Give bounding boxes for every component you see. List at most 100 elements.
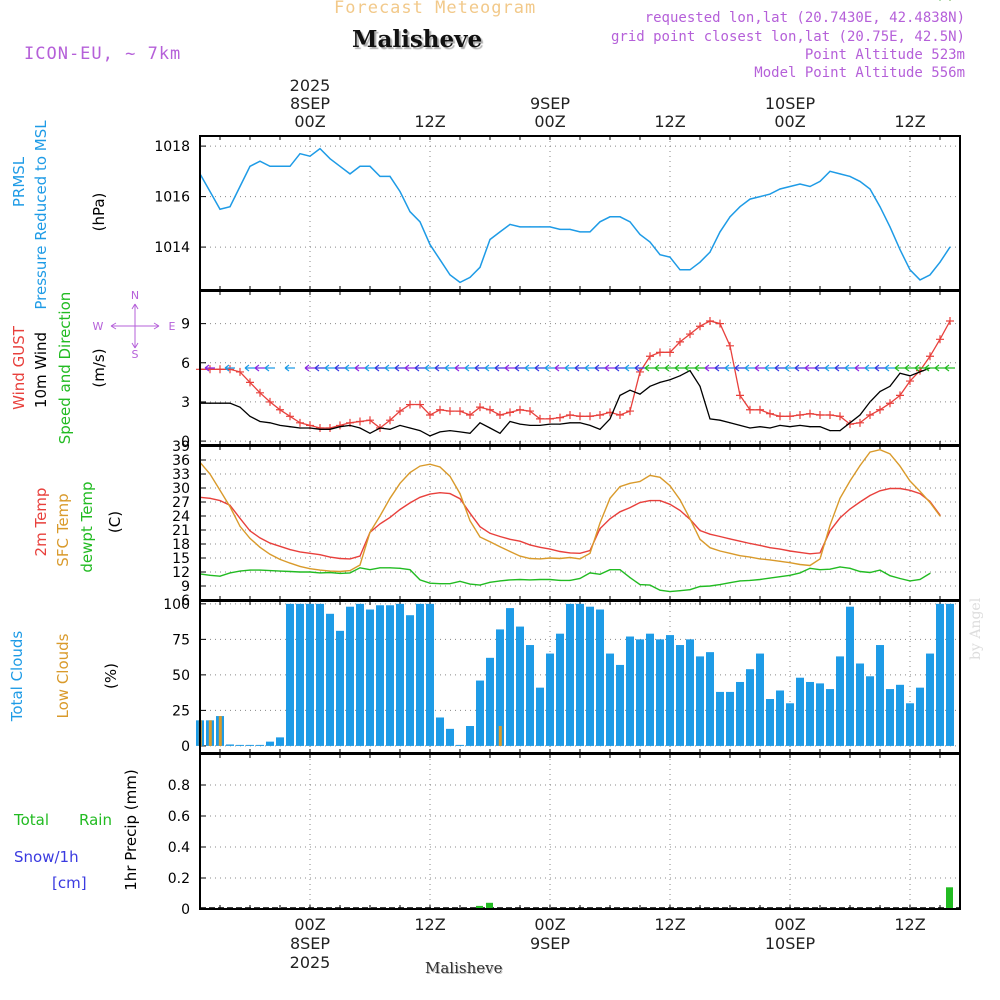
temp-point: [639, 480, 641, 483]
pressure-point: [559, 228, 561, 231]
gust-marker: [706, 317, 714, 326]
wind-direction-arrow: [924, 364, 935, 372]
wind-point: [519, 423, 521, 425]
pressure-point: [509, 223, 511, 225]
requested-coords: requested lon,lat (20.7430E, 42.4838N): [644, 10, 965, 26]
wind-point: [799, 424, 801, 427]
total-cloud-bar: [856, 663, 864, 746]
time-label-top: 8SEP: [290, 94, 330, 113]
wind-point: [749, 427, 751, 429]
temp-point: [819, 558, 821, 560]
total-cloud-bar: [286, 603, 294, 746]
temp-point: [539, 546, 541, 548]
time-label-bottom: 12Z: [894, 915, 925, 934]
pressure-point: [359, 165, 361, 167]
wind-direction-arrow: [264, 364, 275, 372]
pressure-point: [939, 261, 941, 263]
temp-point: [499, 546, 501, 548]
panel-border: [199, 753, 961, 910]
temp-point: [379, 523, 381, 525]
gust-marker: [756, 405, 764, 414]
wind-direction-arrow: [904, 364, 915, 372]
total-cloud-bar: [706, 652, 714, 746]
pressure-point: [279, 165, 281, 167]
wind-direction-arrow: [854, 364, 865, 372]
time-label-top: 2025: [290, 76, 331, 95]
temp-point: [919, 493, 921, 495]
wind-direction-arrow: [374, 364, 385, 372]
wind-direction-arrow: [634, 364, 645, 372]
total-cloud-bar: [396, 603, 404, 746]
temp-point: [209, 473, 211, 475]
temp-point: [439, 466, 441, 468]
gust-marker: [796, 410, 804, 419]
pressure-point: [849, 175, 851, 177]
temp-point: [909, 480, 911, 482]
temp-point: [529, 544, 531, 546]
pressure-point: [459, 281, 461, 284]
point-altitude: Point Altitude 523m: [804, 47, 965, 63]
total-cloud-bar: [876, 645, 884, 746]
pressure-point: [829, 170, 831, 172]
total-cloud-bar: [646, 633, 654, 746]
panel-border: [199, 445, 961, 601]
gust-marker: [436, 405, 444, 414]
temp-point: [649, 500, 651, 502]
gust-marker: [386, 416, 394, 425]
temp-point: [809, 564, 811, 567]
gust-marker: [256, 388, 264, 397]
gust-marker: [596, 410, 604, 419]
temp-point: [929, 501, 931, 504]
temp-point: [289, 562, 291, 564]
wind-direction-arrow: [574, 364, 585, 372]
wind-point: [359, 427, 361, 429]
temp-point: [399, 508, 401, 511]
temp-point: [509, 550, 511, 553]
temp-point: [519, 555, 521, 557]
wind-point: [759, 426, 761, 428]
pressure-point: [719, 231, 721, 233]
temp-point: [889, 575, 891, 577]
pressure-point: [349, 173, 351, 175]
temp-point: [739, 555, 741, 557]
gust-marker: [726, 341, 734, 350]
temp-point: [369, 531, 371, 533]
temp-line-dewpt: [199, 566, 931, 593]
gust-marker: [636, 367, 644, 376]
panel-pressure: 1014 1016 1018: [154, 136, 960, 290]
wind-point: [499, 432, 501, 434]
wind-point: [289, 426, 291, 428]
pressure-point: [439, 259, 441, 261]
wind-point: [399, 424, 401, 427]
total-cloud-bar: [496, 629, 504, 746]
grid-point-coords: grid point closest lon,lat (20.75E, 42.5…: [610, 29, 965, 45]
wind-direction-arrow: [654, 364, 665, 372]
wind-point: [339, 426, 341, 428]
pressure-point: [629, 221, 631, 223]
wind-point: [609, 418, 611, 420]
total-cloud-bar: [666, 635, 674, 746]
temp-point: [749, 579, 751, 582]
wind-direction-arrow: [484, 364, 495, 372]
gust-marker: [566, 410, 574, 419]
y-tick-label: 21: [172, 523, 190, 539]
temp-point: [259, 537, 261, 539]
temp-point: [809, 553, 811, 555]
wind-point: [479, 422, 481, 424]
label-snow: Snow/1h: [14, 848, 79, 866]
wind-direction-arrow: [434, 364, 445, 372]
time-label-bottom: 00Z: [534, 915, 565, 934]
wind-direction-arrow: [504, 364, 515, 372]
total-cloud-bar: [576, 603, 584, 746]
total-cloud-bar: [386, 605, 394, 746]
temp-point: [599, 528, 601, 530]
temp-point: [349, 572, 351, 574]
pressure-line: [199, 147, 951, 284]
wind-direction-arrow: [694, 364, 705, 372]
temp-point: [219, 575, 221, 577]
total-cloud-bar: [676, 645, 684, 746]
total-cloud-bar: [306, 603, 314, 746]
temp-point: [389, 516, 391, 519]
total-cloud-bar: [376, 605, 384, 746]
temp-point: [509, 579, 511, 581]
